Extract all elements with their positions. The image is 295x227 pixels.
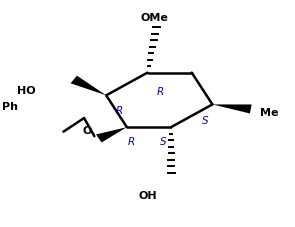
Text: Me: Me bbox=[260, 109, 278, 118]
Polygon shape bbox=[96, 127, 127, 143]
Text: S: S bbox=[202, 116, 208, 126]
Text: OH: OH bbox=[138, 191, 157, 201]
Polygon shape bbox=[212, 104, 252, 114]
Text: HO: HO bbox=[17, 86, 35, 96]
Text: S: S bbox=[160, 137, 167, 147]
Text: R: R bbox=[128, 137, 135, 147]
Text: R: R bbox=[116, 106, 123, 116]
Text: OMe: OMe bbox=[141, 13, 169, 23]
Polygon shape bbox=[71, 76, 106, 95]
Text: Ph: Ph bbox=[2, 102, 18, 112]
Text: R: R bbox=[157, 87, 164, 97]
Text: O: O bbox=[82, 126, 92, 136]
